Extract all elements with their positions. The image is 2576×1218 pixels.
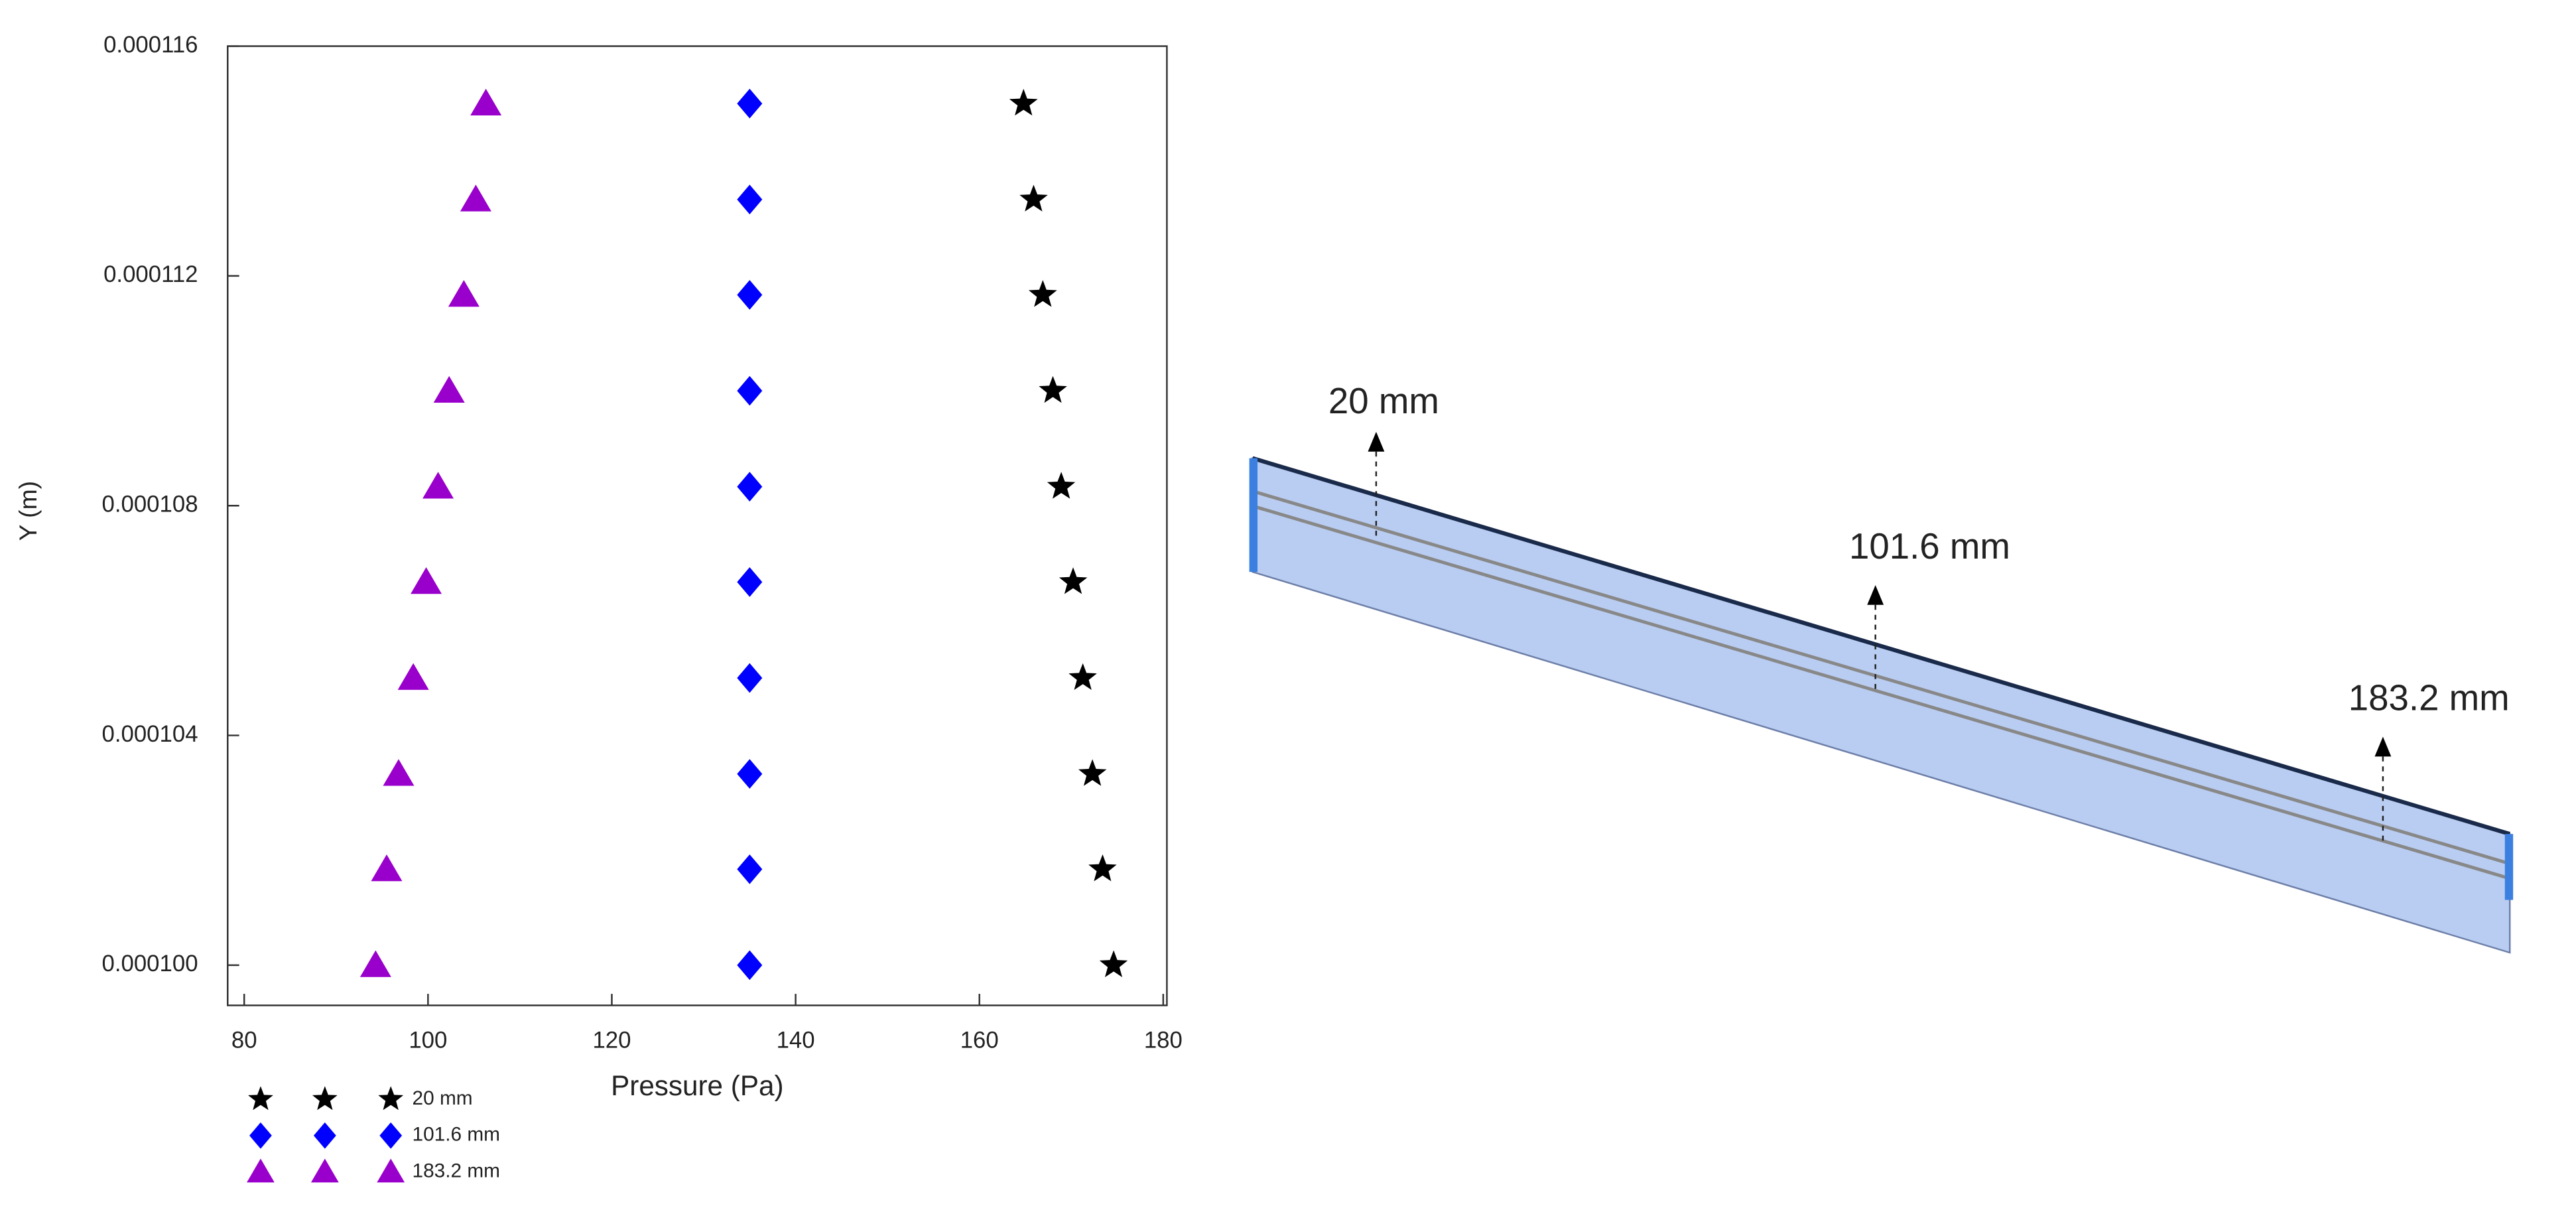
point — [1019, 184, 1048, 212]
legend-symbol — [313, 1122, 336, 1149]
x-axis-label: Pressure (Pa) — [611, 1070, 783, 1101]
legend-label: 183.2 mm — [413, 1160, 501, 1182]
beam-end — [1249, 458, 1258, 573]
legend-label: 20 mm — [413, 1087, 473, 1109]
point — [371, 854, 403, 882]
point — [737, 567, 763, 597]
legend-symbol — [310, 1158, 339, 1183]
point — [460, 184, 491, 212]
y-tick-label: 0.000108 — [102, 492, 198, 517]
point — [737, 759, 763, 789]
point — [397, 663, 429, 690]
x-tick-label: 160 — [960, 1028, 999, 1053]
y-axis-label: Y (m) — [14, 481, 42, 541]
diagram-label: 183.2 mm — [2349, 677, 2510, 718]
beam-edge — [1252, 456, 2511, 837]
x-tick-label: 100 — [409, 1028, 447, 1053]
point — [1099, 950, 1128, 978]
point — [737, 375, 763, 406]
plot-frame — [227, 45, 1168, 1006]
legend-symbol — [377, 1158, 405, 1183]
point — [737, 663, 763, 693]
point — [1059, 567, 1088, 594]
diagram-label: 20 mm — [1328, 381, 1439, 421]
point — [1078, 759, 1107, 786]
diagram-label: 101.6 mm — [1849, 526, 2010, 567]
legend-symbol — [247, 1158, 275, 1183]
point — [1028, 280, 1057, 307]
legend-symbol — [379, 1122, 403, 1149]
legend-symbol — [248, 1086, 273, 1111]
point — [411, 567, 442, 594]
point — [433, 375, 465, 403]
point — [1068, 663, 1097, 690]
arrow-head — [2374, 736, 2392, 757]
point — [737, 184, 763, 215]
point — [737, 472, 763, 502]
x-tick-label: 180 — [1144, 1028, 1183, 1053]
y-tick-label: 0.000100 — [102, 951, 198, 977]
arrow-head — [1867, 584, 1884, 605]
beam-line — [1252, 489, 2510, 866]
y-tick-label: 0.000112 — [103, 262, 198, 287]
point — [1047, 472, 1076, 499]
point — [1039, 375, 1067, 403]
legend-symbol — [249, 1122, 272, 1149]
point — [1088, 854, 1117, 882]
y-tick-label: 0.000116 — [103, 33, 198, 58]
legend-symbol — [312, 1086, 338, 1111]
x-tick-label: 80 — [231, 1028, 257, 1053]
legend-symbol — [378, 1086, 404, 1111]
x-tick-label: 120 — [592, 1028, 631, 1053]
point — [448, 280, 480, 307]
beam-end — [2504, 834, 2514, 900]
y-tick-label: 0.000104 — [102, 722, 198, 747]
point — [359, 950, 391, 977]
beam-line — [1252, 504, 2510, 880]
beam-diagram: 20 mm 101.6 mm 183.2 mm — [1249, 381, 2514, 954]
point — [470, 88, 502, 116]
point — [422, 472, 454, 499]
point — [737, 280, 763, 310]
point — [737, 854, 763, 884]
point — [1009, 88, 1038, 116]
point — [737, 950, 763, 981]
arrow-head — [1368, 431, 1385, 452]
point — [737, 88, 763, 119]
x-tick-label: 140 — [777, 1028, 815, 1053]
legend-label: 101.6 mm — [413, 1124, 501, 1146]
point — [383, 759, 415, 786]
